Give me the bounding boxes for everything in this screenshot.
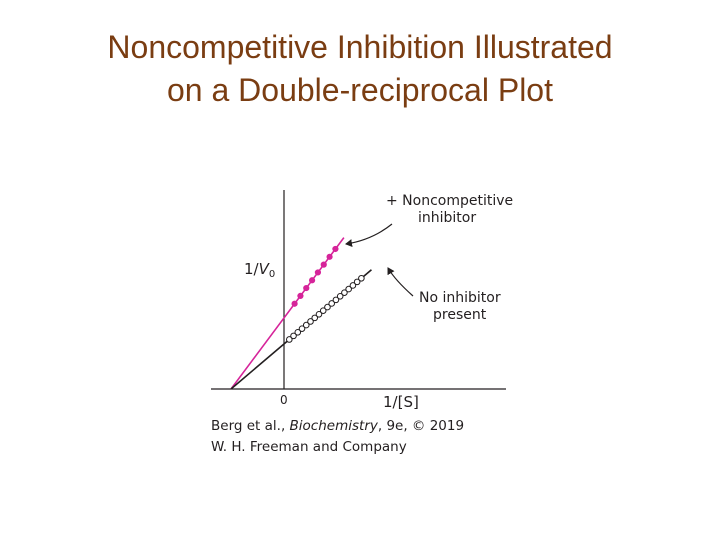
credit-authors: Berg et al., bbox=[211, 418, 290, 434]
inhibitor-data-point bbox=[332, 245, 339, 253]
no-inhibitor-data-point bbox=[286, 336, 293, 343]
inhibitor-series-label: + Noncompetitive inhibitor bbox=[386, 193, 513, 226]
credit-line-2: W. H. Freeman and Company bbox=[211, 439, 407, 455]
no-inhibitor-data-point bbox=[315, 310, 323, 318]
no-inhibitor-data-point bbox=[290, 332, 297, 340]
figure-credit: Berg et al., Biochemistry, 9e, © 2019 W.… bbox=[211, 416, 464, 458]
no-inhibitor-data-point bbox=[328, 300, 336, 307]
no-inhibitor-data-point bbox=[358, 274, 365, 282]
y-axis-label: 1/V0 bbox=[244, 260, 275, 280]
no-inhibitor-data-point bbox=[332, 296, 340, 304]
inhibitor-data-point bbox=[303, 284, 310, 292]
inhibitor-data-point bbox=[291, 300, 298, 307]
slide-title-line-1: Noncompetitive Inhibition Illustrated bbox=[107, 29, 613, 65]
no-inhibitor-data-point bbox=[336, 292, 344, 300]
credit-line-1: Berg et al., Biochemistry, 9e, © 2019 bbox=[211, 416, 464, 437]
credit-book-title: Biochemistry bbox=[289, 418, 378, 434]
inhibitor-data-point bbox=[297, 292, 304, 299]
no-inhibitor-data-point bbox=[298, 325, 306, 332]
slide-title-line-2: on a Double-reciprocal Plot bbox=[167, 72, 553, 108]
no-inhibitor-data-point bbox=[311, 314, 319, 322]
inhibitor-callout-arrow bbox=[345, 223, 393, 248]
no-inhibitor-data-point bbox=[341, 289, 348, 296]
inhibitor-data-point bbox=[326, 253, 333, 260]
no-inhibitor-data-point bbox=[294, 328, 302, 336]
no-inhibitor-data-point bbox=[345, 285, 352, 293]
no-inhibitor-data-point bbox=[349, 282, 357, 289]
no-inhibitor-data-point bbox=[353, 278, 361, 286]
inhibitor-data-point bbox=[320, 261, 327, 268]
slide-title: Noncompetitive Inhibition Illustrated on… bbox=[0, 26, 720, 112]
x-axis-label: 1/[S] bbox=[383, 393, 419, 411]
no-inhibitor-data-point bbox=[307, 318, 314, 325]
inhibitor-data-point bbox=[308, 277, 316, 284]
no-inhibitor-data-point bbox=[324, 303, 331, 311]
no-inhibitor-series-label: No inhibitor present bbox=[419, 290, 501, 323]
origin-label: 0 bbox=[280, 393, 288, 407]
inhibitor-data-point bbox=[314, 269, 322, 276]
credit-edition: , 9e, © 2019 bbox=[377, 418, 465, 434]
no-inhibitor-data-point bbox=[319, 307, 327, 314]
no-inhibitor-callout-arrow bbox=[387, 267, 414, 297]
no-inhibitor-data-point bbox=[302, 321, 310, 329]
